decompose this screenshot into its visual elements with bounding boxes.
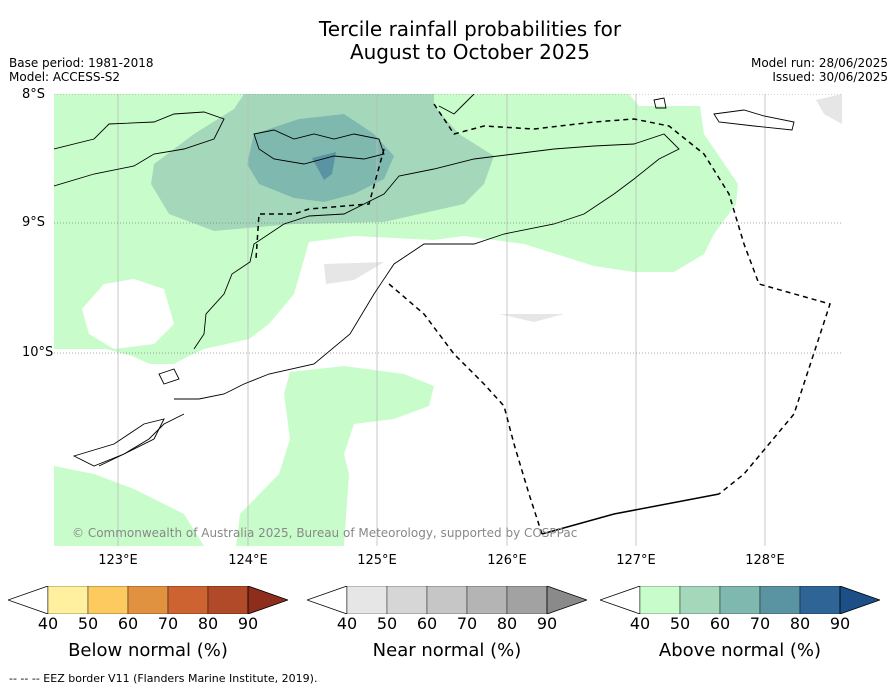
above-tick-40: 40 bbox=[629, 614, 651, 633]
timor-south-coast bbox=[98, 413, 185, 467]
lon-label-128e: 128°E bbox=[745, 553, 785, 568]
legend-below-normal bbox=[6, 585, 290, 615]
lat-label-8s: 8°S bbox=[22, 87, 46, 102]
lon-label-124e: 124°E bbox=[228, 553, 268, 568]
above-normal-40-region-sw bbox=[54, 466, 204, 546]
above-normal-label: Above normal (%) bbox=[658, 640, 822, 661]
copyright-notice: © Commonwealth of Australia 2025, Bureau… bbox=[72, 526, 578, 540]
near-normal-patch-2 bbox=[499, 314, 564, 322]
above-normal-40-region-south bbox=[236, 366, 434, 546]
near-tick-50: 50 bbox=[376, 614, 398, 633]
colorbar-below bbox=[6, 585, 290, 615]
near-normal-patch-3 bbox=[816, 94, 842, 124]
below-tick-70: 70 bbox=[157, 614, 179, 633]
legend-above-normal bbox=[598, 585, 882, 615]
above-tick-80: 80 bbox=[789, 614, 811, 633]
above-tick-70: 70 bbox=[749, 614, 771, 633]
eez-footer-note: -- -- -- EEZ border V11 (Flanders Marine… bbox=[9, 672, 318, 685]
colorbar-near bbox=[305, 585, 589, 615]
below-tick-50: 50 bbox=[77, 614, 99, 633]
lat-label-9s: 9°S bbox=[22, 215, 46, 230]
near-tick-90: 90 bbox=[536, 614, 558, 633]
white-area-west bbox=[82, 279, 174, 349]
lon-label-123e: 123°E bbox=[98, 553, 138, 568]
above-normal-70-region bbox=[312, 152, 336, 180]
above-tick-50: 50 bbox=[669, 614, 691, 633]
coastlines bbox=[54, 94, 795, 467]
wetar-coast bbox=[438, 94, 475, 115]
map-title: Tercile rainfall probabilities for Augus… bbox=[0, 18, 896, 64]
above-tick-90: 90 bbox=[829, 614, 851, 633]
legend-near-normal bbox=[305, 585, 589, 615]
flores-coast bbox=[54, 111, 225, 187]
lat-gridlines bbox=[54, 94, 842, 354]
title-line-1: Tercile rainfall probabilities for bbox=[318, 17, 622, 41]
map-svg bbox=[54, 94, 842, 546]
colorbar-above bbox=[598, 585, 882, 615]
issued-date: Issued: 30/06/2025 bbox=[772, 70, 888, 84]
model-name: Model: ACCESS-S2 bbox=[9, 70, 121, 84]
near-tick-40: 40 bbox=[336, 614, 358, 633]
near-normal-patch-1 bbox=[324, 262, 384, 284]
below-normal-label: Below normal (%) bbox=[68, 640, 228, 661]
near-normal-label: Near normal (%) bbox=[372, 640, 522, 661]
meta-right: Model run: 28/06/2025 Issued: 30/06/2025 bbox=[751, 56, 888, 84]
lon-label-126e: 126°E bbox=[487, 553, 527, 568]
near-tick-80: 80 bbox=[496, 614, 518, 633]
eez-solid bbox=[541, 493, 720, 535]
semau-island bbox=[158, 368, 180, 385]
babar-islands bbox=[713, 109, 795, 131]
below-tick-40: 40 bbox=[37, 614, 59, 633]
alor-island bbox=[253, 129, 385, 165]
near-tick-60: 60 bbox=[416, 614, 438, 633]
lat-label-10s: 10°S bbox=[22, 345, 54, 360]
timor-north-coast bbox=[174, 133, 680, 400]
map-panel[interactable] bbox=[54, 94, 842, 546]
below-tick-60: 60 bbox=[117, 614, 139, 633]
title-line-2: August to October 2025 bbox=[349, 40, 591, 64]
lon-label-127e: 127°E bbox=[616, 553, 656, 568]
eez-border bbox=[255, 103, 831, 535]
base-period: Base period: 1981-2018 bbox=[9, 56, 154, 70]
lon-label-125e: 125°E bbox=[357, 553, 397, 568]
damar-island bbox=[653, 97, 667, 109]
roti-island bbox=[72, 418, 165, 467]
below-tick-90: 90 bbox=[237, 614, 259, 633]
near-tick-70: 70 bbox=[456, 614, 478, 633]
meta-left: Base period: 1981-2018 Model: ACCESS-S2 bbox=[9, 56, 154, 84]
model-run: Model run: 28/06/2025 bbox=[750, 56, 888, 70]
above-tick-60: 60 bbox=[709, 614, 731, 633]
below-tick-80: 80 bbox=[197, 614, 219, 633]
